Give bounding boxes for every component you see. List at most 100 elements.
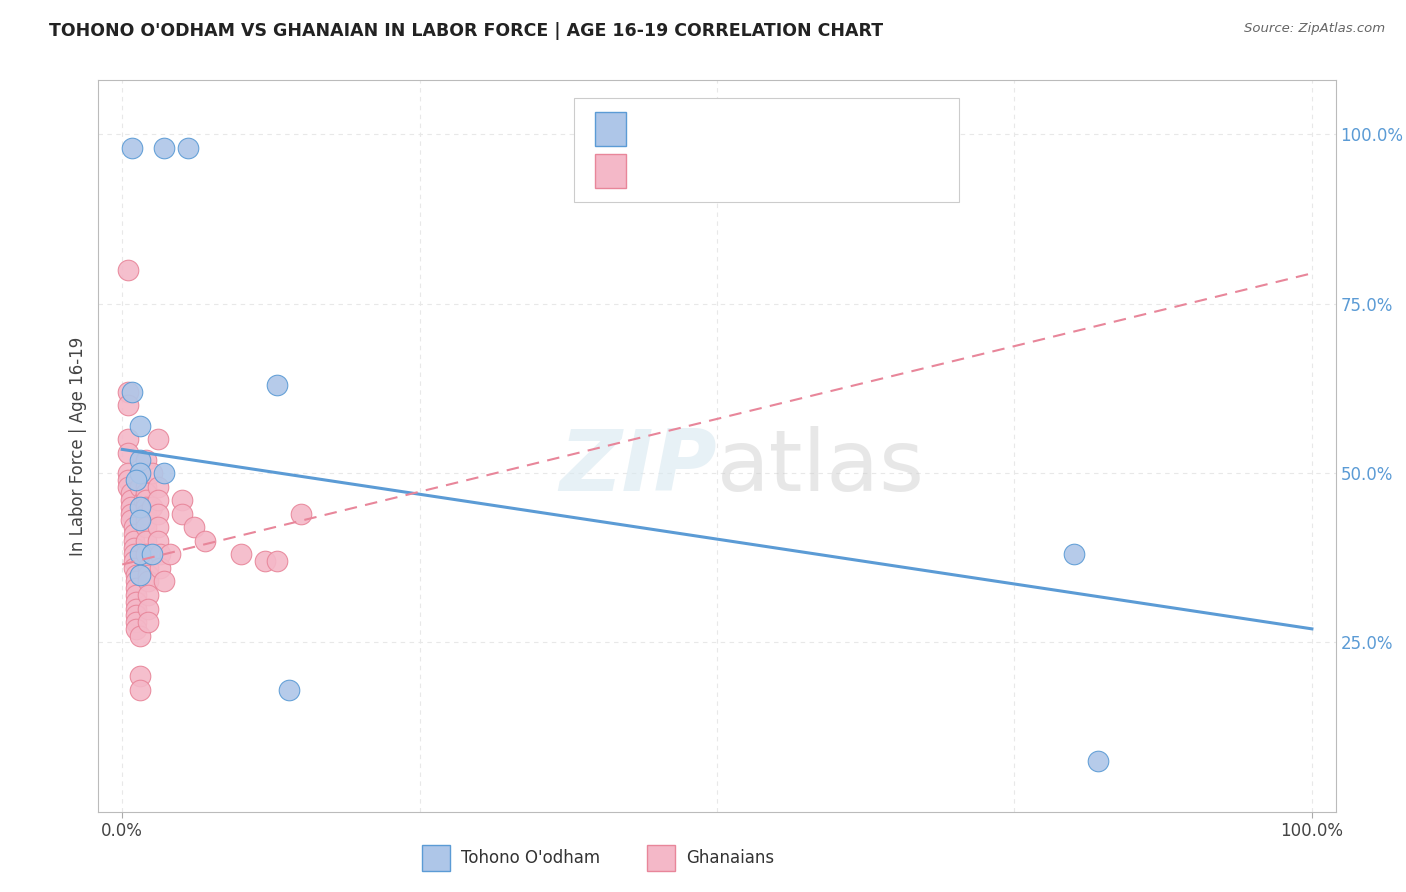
Point <box>138 567 160 582</box>
Point <box>176 141 198 155</box>
Point <box>170 507 193 521</box>
Point <box>122 554 145 568</box>
Point <box>122 520 145 534</box>
Point <box>1087 754 1109 768</box>
Point <box>135 547 157 561</box>
Point <box>138 615 160 629</box>
Point <box>149 561 172 575</box>
Point <box>125 473 148 487</box>
Point <box>146 493 169 508</box>
Point <box>253 554 276 568</box>
Point <box>125 608 148 623</box>
Text: ZIP: ZIP <box>560 426 717 509</box>
Point <box>120 493 142 508</box>
Point <box>266 378 288 392</box>
Text: Ghanaians: Ghanaians <box>686 849 775 867</box>
Point <box>138 574 160 589</box>
Point <box>135 514 157 528</box>
Text: 0.085: 0.085 <box>676 163 727 178</box>
Point <box>141 466 163 480</box>
Point <box>117 473 139 487</box>
Point <box>277 682 299 697</box>
Point <box>117 466 139 480</box>
Point <box>125 622 148 636</box>
Point <box>129 480 152 494</box>
Point <box>141 500 163 514</box>
Point <box>231 547 253 561</box>
Text: 20: 20 <box>768 121 790 136</box>
Point <box>125 567 148 582</box>
Point <box>122 533 145 548</box>
Point <box>135 480 157 494</box>
Text: TOHONO O'ODHAM VS GHANAIAN IN LABOR FORCE | AGE 16-19 CORRELATION CHART: TOHONO O'ODHAM VS GHANAIAN IN LABOR FORC… <box>49 22 883 40</box>
Point <box>135 520 157 534</box>
Point <box>1063 547 1085 561</box>
Y-axis label: In Labor Force | Age 16-19: In Labor Force | Age 16-19 <box>69 336 87 556</box>
Point <box>125 595 148 609</box>
Point <box>125 581 148 595</box>
Point <box>129 466 152 480</box>
Point <box>129 500 152 514</box>
Point <box>146 507 169 521</box>
Text: 73: 73 <box>768 163 790 178</box>
Point <box>117 446 139 460</box>
Point <box>125 615 148 629</box>
Point <box>125 574 148 589</box>
Point <box>153 466 176 480</box>
Point <box>266 554 288 568</box>
Text: R =: R = <box>637 163 672 178</box>
Point <box>290 507 312 521</box>
Point <box>129 629 152 643</box>
Point <box>135 507 157 521</box>
Point <box>138 561 160 575</box>
Point <box>141 547 163 561</box>
Point <box>146 520 169 534</box>
Point <box>125 601 148 615</box>
Point <box>135 500 157 514</box>
Point <box>129 452 152 467</box>
Point <box>125 588 148 602</box>
Point <box>121 141 143 155</box>
Point <box>120 507 142 521</box>
Point <box>135 493 157 508</box>
Point <box>129 669 152 683</box>
Point <box>153 574 176 589</box>
Point <box>149 547 172 561</box>
Text: N =: N = <box>728 163 775 178</box>
Point <box>183 520 205 534</box>
Point <box>120 486 142 500</box>
Point <box>135 533 157 548</box>
Point <box>122 527 145 541</box>
Point <box>129 514 152 528</box>
Point <box>146 480 169 494</box>
Point <box>132 493 155 508</box>
Point <box>121 384 143 399</box>
Point <box>117 263 139 277</box>
Point <box>129 682 152 697</box>
Point <box>146 432 169 446</box>
Point <box>129 547 152 561</box>
Point <box>153 141 176 155</box>
Point <box>117 398 139 412</box>
Point <box>117 480 139 494</box>
Text: -0.214: -0.214 <box>676 121 734 136</box>
Text: R =: R = <box>637 121 672 136</box>
Text: Source: ZipAtlas.com: Source: ZipAtlas.com <box>1244 22 1385 36</box>
Point <box>120 514 142 528</box>
Point <box>135 452 157 467</box>
Point <box>129 418 152 433</box>
Point <box>170 493 193 508</box>
Point <box>117 432 139 446</box>
Point <box>129 466 152 480</box>
Point <box>117 384 139 399</box>
Text: Tohono O'odham: Tohono O'odham <box>461 849 600 867</box>
Point <box>122 541 145 555</box>
Point <box>159 547 181 561</box>
Point <box>122 561 145 575</box>
Point <box>138 588 160 602</box>
Point <box>135 486 157 500</box>
Text: N =: N = <box>728 121 775 136</box>
Point <box>129 567 152 582</box>
Text: atlas: atlas <box>717 426 925 509</box>
Point <box>122 547 145 561</box>
